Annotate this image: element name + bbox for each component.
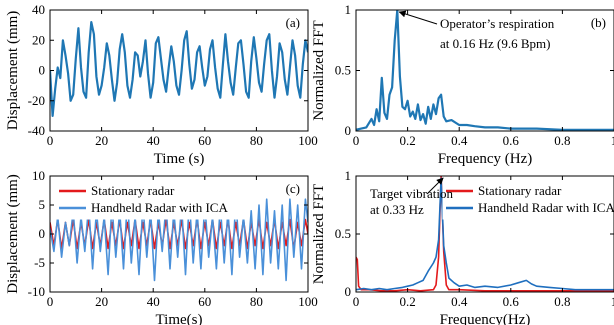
annotation-arrow (426, 177, 444, 195)
x-tick-label: 80 (250, 133, 263, 148)
panel-a: 0 20 40 60 80 100 -40 -20 0 20 40 Time (s) Displacem… (5, 2, 318, 167)
x-tick-label: 100 (298, 133, 318, 148)
x-tick-label: 80 (250, 294, 263, 309)
series-line-handheld-radar-with-ica (356, 177, 614, 291)
y-tick-label: 20 (32, 32, 45, 47)
annotation-line-1: Operator’s respiration (440, 16, 555, 31)
y-tick-label: 0.5 (335, 226, 351, 241)
legend-label: Stationary radar (91, 183, 175, 198)
x-axis-label: Frequency(Hz) (440, 312, 531, 325)
annotation-line-2: at 0.16 Hz (9.6 Bpm) (440, 36, 550, 51)
x-tick-label: 0.4 (451, 133, 468, 148)
x-tick-label: 0.2 (399, 294, 415, 309)
x-tick-label: 60 (198, 294, 211, 309)
y-axis-label: Displacement (mm) (5, 174, 21, 294)
series-line-1 (356, 10, 614, 131)
x-axis-label: Time(s) (156, 312, 203, 325)
x-tick-label: 0 (47, 133, 54, 148)
x-tick-label: 20 (95, 133, 108, 148)
panel-c: 0 20 40 60 80 100 -10 -5 0 5 10 Time(s) Displacement… (5, 168, 318, 325)
y-axis-label: Displacement (mm) (5, 11, 21, 131)
annotation-arrow (398, 10, 438, 25)
y-tick-label: -20 (28, 93, 45, 108)
x-tick-label: 40 (147, 294, 160, 309)
legend-box (55, 180, 247, 220)
x-tick-label: 0.6 (503, 294, 520, 309)
y-tick-label: -40 (28, 123, 45, 138)
x-tick-label: 40 (147, 133, 160, 148)
x-tick-label: 0.8 (554, 133, 570, 148)
y-tick-label: 1 (345, 168, 352, 183)
legend-label: Handheld Radar with ICA (478, 200, 614, 215)
x-tick-label: 0.2 (399, 133, 415, 148)
y-tick-label: 40 (32, 2, 45, 17)
y-tick-label: 0 (345, 284, 352, 299)
y-tick-label: -5 (34, 255, 45, 270)
y-tick-label: 0.5 (335, 63, 351, 78)
x-tick-label: 0.6 (503, 133, 520, 148)
x-tick-label: 1 (611, 294, 614, 309)
x-tick-label: 60 (198, 133, 211, 148)
x-axis-label: Frequency (Hz) (438, 151, 533, 167)
y-axis-label: Normalized FFT (311, 20, 327, 120)
x-tick-label: 0 (47, 294, 54, 309)
y-tick-label: 0 (39, 226, 46, 241)
series-line-1 (50, 21, 308, 118)
annotation-line-1: Target vibration (370, 186, 453, 201)
panel-label: (a) (286, 15, 300, 30)
panel-d: 0 0.2 0.4 0.6 0.8 1 0 0.5 1 Frequency(Hz) Normaliz… (311, 168, 614, 325)
series-line-handheld-radar-with-ica (50, 198, 308, 282)
y-tick-label: 0 (345, 123, 352, 138)
y-axis-label: Normalized FFT (311, 184, 327, 284)
panel-b: 0 0.2 0.4 0.6 0.8 1 0 0.5 1 Frequency (Hz) Normali… (311, 2, 614, 167)
x-tick-label: 100 (298, 294, 318, 309)
x-tick-label: 0.8 (554, 294, 570, 309)
y-tick-label: 1 (345, 2, 352, 17)
y-tick-label: -10 (28, 284, 45, 299)
x-axis-label: Time (s) (154, 151, 205, 167)
x-tick-label: 0 (353, 294, 360, 309)
legend-label: Stationary radar (478, 183, 562, 198)
panel-label: (c) (286, 181, 300, 196)
x-tick-label: 20 (95, 294, 108, 309)
x-tick-label: 0.4 (451, 294, 468, 309)
y-tick-label: 5 (39, 197, 46, 212)
x-tick-label: 0 (353, 133, 360, 148)
legend-label: Handheld Radar with ICA (91, 200, 228, 215)
legend-box (442, 180, 614, 220)
annotation-line-2: at 0.33 Hz (370, 202, 424, 217)
y-tick-label: 10 (32, 168, 45, 183)
panel-label: (b) (591, 15, 606, 30)
x-tick-label: 1 (611, 133, 614, 148)
y-tick-label: 0 (39, 63, 46, 78)
